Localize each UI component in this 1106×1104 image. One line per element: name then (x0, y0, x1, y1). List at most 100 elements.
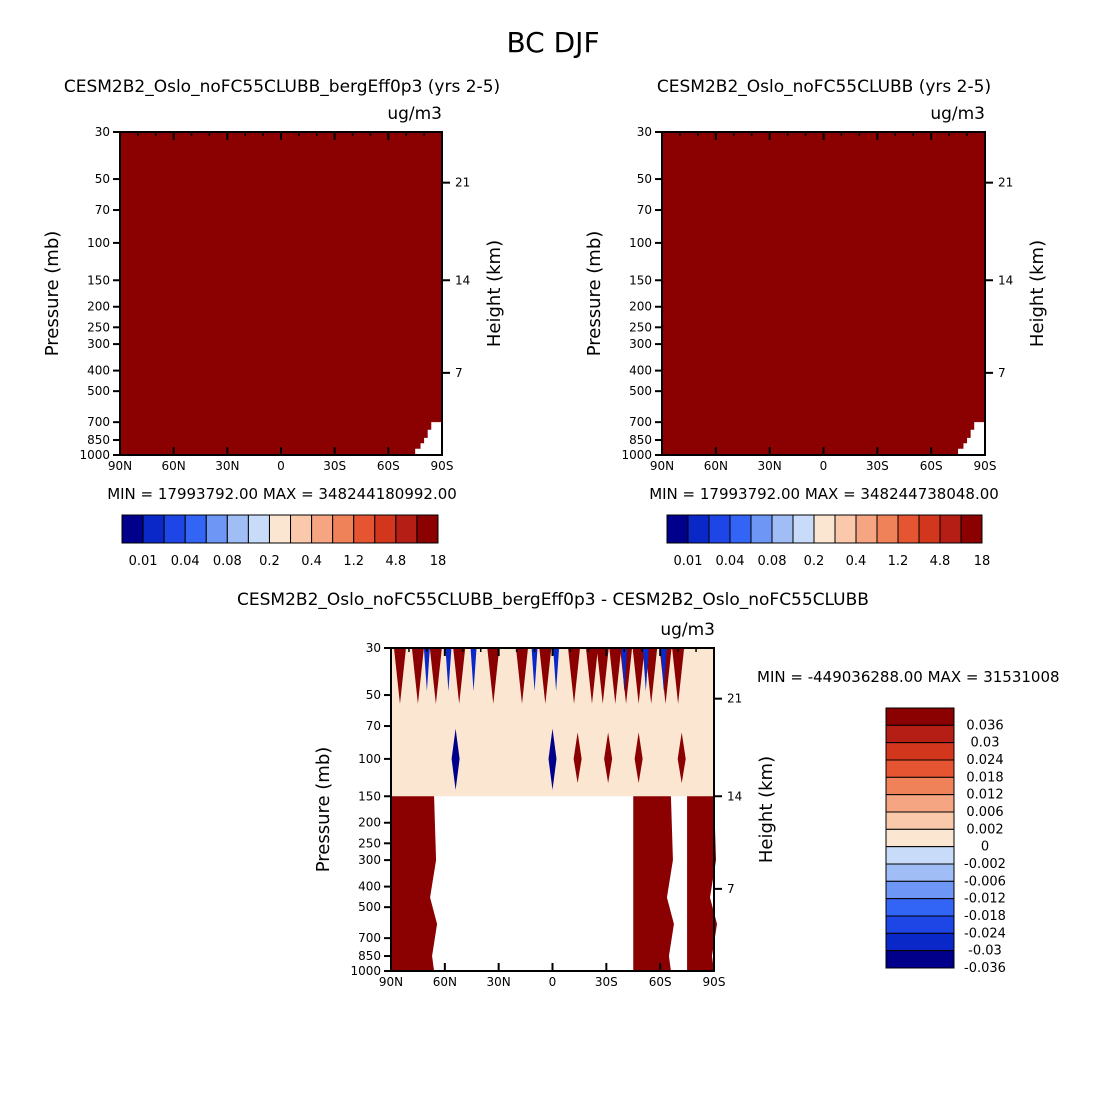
y-axis-label: Pressure (mb) (313, 747, 334, 873)
colorbar-label: -0.018 (964, 909, 1006, 924)
colorbar-swatch (311, 514, 334, 544)
colorbar-label: 0.08 (213, 554, 242, 569)
diff-red-column (687, 796, 717, 971)
colorbar-label: 0.002 (966, 822, 1003, 837)
x-tick-label: 0 (277, 459, 285, 473)
height-tick-label: 7 (998, 366, 1006, 380)
x-tick-label: 60S (920, 459, 943, 473)
colorbar-swatch (897, 514, 920, 544)
diff-blue-blob (548, 728, 557, 790)
colorbar-swatch (353, 514, 376, 544)
units-label: ug/m3 (387, 104, 442, 124)
colorbar-difference: 0.036 0.03 0.024 0.018 0.012 0.006 0.002 0 -0.00… (885, 707, 1006, 976)
x-tick-label: 60N (704, 459, 728, 473)
colorbar-label: -0.006 (964, 874, 1006, 889)
diff-red-blob (573, 732, 582, 784)
diff-red-spike (515, 648, 528, 704)
y-tick-label: 250 (629, 320, 652, 334)
y-tick-label: 200 (629, 300, 652, 314)
colorbar-swatch (885, 811, 955, 830)
height-tick-label: 14 (727, 789, 742, 803)
colorbar-label: 0.2 (804, 554, 825, 569)
colorbar-swatch (855, 514, 878, 544)
y-tick-label: 400 (358, 880, 381, 894)
colorbar-label: 0.2 (259, 554, 280, 569)
colorbar-label: -0.036 (964, 961, 1006, 976)
x-tick-label: 90N (108, 459, 132, 473)
y-tick-label: 300 (358, 853, 381, 867)
colorbar-swatch (885, 742, 955, 761)
panel-title: CESM2B2_Oslo_noFC55CLUBB_bergEff0p3 (yrs… (64, 77, 500, 97)
y-tick-label: 850 (87, 433, 110, 447)
colorbar-label: -0.002 (964, 857, 1006, 872)
colorbar-swatch (885, 880, 955, 900)
colorbar-swatch (885, 846, 955, 865)
colorbar-label: 0.024 (966, 753, 1003, 768)
y-tick-label: 50 (95, 172, 110, 186)
y-axis-label: Pressure (mb) (584, 231, 605, 357)
diff-red-spike (645, 648, 658, 704)
y-tick-label: 500 (358, 900, 381, 914)
y-tick-label: 50 (637, 172, 652, 186)
diff-red-column (391, 796, 438, 971)
x-tick-label: 30S (323, 459, 346, 473)
colorbar-swatch (687, 514, 710, 544)
colorbar-swatch (939, 514, 962, 544)
x-tick-label: 60N (162, 459, 186, 473)
colorbar-label: 0.012 (966, 788, 1003, 803)
diff-red-spike (393, 648, 406, 704)
colorbar-label: 18 (430, 554, 447, 569)
y-tick-label: 500 (629, 384, 652, 398)
y-tick-label: 850 (629, 433, 652, 447)
colorbar-label: -0.012 (964, 892, 1006, 907)
colorbar-swatch (885, 898, 955, 917)
x-tick-label: 90S (431, 459, 454, 473)
y-tick-label: 300 (629, 337, 652, 351)
colorbar-swatch (332, 514, 355, 544)
y-tick-label: 70 (95, 203, 110, 217)
y-axis-label-right: Height (km) (484, 240, 505, 347)
colorbar-label: 1.2 (343, 554, 364, 569)
x-tick-label: 60S (377, 459, 400, 473)
x-tick-label: 60S (649, 975, 672, 989)
colorbar-swatch (960, 514, 983, 544)
colorbar-label: 0.03 (971, 736, 1000, 751)
x-tick-label: 30S (595, 975, 618, 989)
stats-label: MIN = 17993792.00 MAX = 348244738048.00 (649, 485, 999, 503)
diff-blue-spike (470, 648, 477, 692)
colorbar-label: 0.04 (716, 554, 745, 569)
colorbar-swatch (834, 514, 857, 544)
diff-red-column (633, 796, 674, 971)
y-tick-label: 1000 (621, 448, 652, 462)
diff-red-spike (487, 648, 500, 704)
diff-blue-spike (660, 648, 667, 692)
y-tick-label: 500 (87, 384, 110, 398)
diff-blue-blob (451, 728, 460, 790)
field-fill (120, 132, 442, 455)
colorbar-label: 0.036 (966, 718, 1003, 733)
colorbar-swatch (885, 724, 955, 744)
x-tick-label: 0 (549, 975, 557, 989)
colorbar-top-left: 0.01 0.04 0.08 0.2 0.4 1.2 4.8 18 (121, 514, 447, 569)
panel-title: CESM2B2_Oslo_noFC55CLUBB (yrs 2-5) (657, 77, 991, 97)
diff-red-spike (539, 648, 552, 704)
diff-red-spike (609, 648, 622, 704)
units-label: ug/m3 (930, 104, 985, 124)
y-tick-label: 150 (629, 273, 652, 287)
colorbar-swatch (792, 514, 815, 544)
x-tick-label: 90S (703, 975, 726, 989)
colorbar-swatch (885, 828, 955, 848)
colorbar-swatch (290, 514, 313, 544)
colorbar-swatch (374, 514, 397, 544)
diff-blue-spike (423, 648, 430, 692)
colorbar-swatch (729, 514, 752, 544)
colorbar-swatch (121, 514, 144, 544)
colorbar-swatch (885, 759, 955, 778)
y-tick-label: 100 (358, 752, 381, 766)
colorbar-label: 0.01 (129, 554, 158, 569)
x-tick-label: 90S (974, 459, 997, 473)
colorbar-label: 0.4 (301, 554, 322, 569)
x-tick-label: 90N (650, 459, 674, 473)
colorbar-swatch (395, 514, 418, 544)
y-tick-label: 150 (87, 273, 110, 287)
